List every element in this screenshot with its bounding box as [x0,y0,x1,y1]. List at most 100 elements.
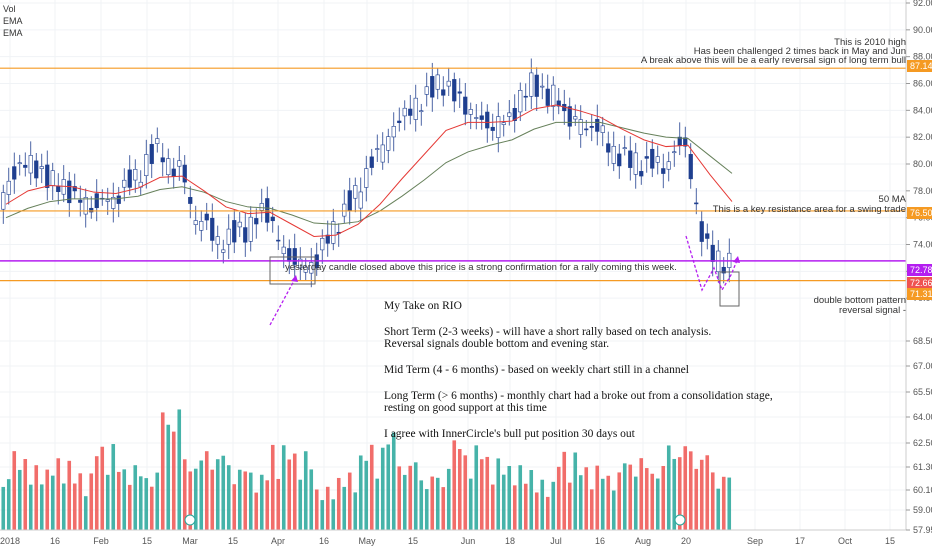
note-ma-2: This is a key resistance area for a swin… [713,204,906,215]
candle-body [430,76,435,98]
candle-body [540,85,545,88]
volume-bar [336,477,341,530]
take-short-2: Reversal signals double bottom and eveni… [384,338,610,350]
volume-bar [413,462,418,530]
note-high-3: A break above this will be a early rever… [641,55,906,66]
analysis-notes: My Take on RIO Short Term (2-3 weeks) - … [384,300,824,452]
volume-bar [166,424,171,530]
candle-body [254,218,259,225]
volume-bar [17,469,22,530]
note-high-1: This is 2010 high [834,37,906,48]
volume-bar [507,466,512,530]
dividend-marker[interactable] [184,514,196,526]
arrow-head-icon [291,275,298,282]
volume-bar [254,492,259,530]
candle-body [116,195,121,204]
candle-body [72,186,77,192]
take-agree: I agree with InnerCircle's bull put posi… [384,428,635,440]
candle-body [413,97,418,120]
candle-body [380,144,385,163]
legend-ema-2: EMA [3,28,23,38]
volume-bar [100,446,105,530]
volume-bar [188,471,193,530]
volume-bars [1,409,732,530]
volume-bar [303,451,308,530]
candle-body [281,246,286,254]
price-tag-label: 72.78 [910,265,932,275]
y-tick-label: 86.00 [913,79,932,89]
dividend-marker[interactable] [674,514,686,526]
volume-bar [644,468,649,530]
candle-body [705,233,710,239]
volume-bar [34,465,39,530]
price-tag [907,207,932,219]
y-tick-label: 88.00 [913,52,932,62]
candle-body [171,168,176,177]
volume-bar [325,486,330,530]
candle-body [292,248,297,265]
candle-body [199,221,204,231]
candle-body [650,148,655,169]
volume-bar [501,474,506,530]
volume-bar [94,456,99,530]
volume-bar [160,412,165,530]
volume-bar [320,500,325,530]
candle-body [12,166,17,180]
volume-bar [716,488,721,530]
candle-body [699,221,704,242]
candle-body [28,155,33,174]
volume-bar [149,486,154,530]
volume-bar [523,483,528,530]
x-tick-label: Apr [271,536,285,546]
candle-body [595,118,600,132]
y-tick-label: 84.00 [913,105,932,115]
volume-bar [479,459,484,530]
candle-body [331,221,336,244]
volume-bar [490,484,495,530]
take-long-1: Long Term (> 6 months) - monthly chart h… [384,390,773,402]
double-bottom-path [685,235,739,292]
arrow-line [269,276,297,326]
volume-bar [633,476,638,530]
volume-bar [435,477,440,530]
x-tick-label: 16 [50,536,60,546]
candle-body [369,156,374,168]
volume-bar [452,440,457,530]
volume-bar [721,476,726,530]
price-tag-label: 71.31 [910,289,932,299]
volume-bar [226,465,231,530]
volume-bar [270,444,275,530]
candle-body [523,95,528,98]
x-tick-label: 17 [795,536,805,546]
volume-bar [545,496,550,530]
candle-body [105,199,110,202]
note-high-2: Has been challenged 2 times back in May … [694,46,906,57]
price-tag-label: 87.14 [910,61,932,71]
candle-body [441,89,446,96]
y-tick-label: 67.00 [913,361,932,371]
volume-bar [529,470,534,530]
volume-bar [419,480,424,530]
y-tick-label: 78.00 [913,186,932,196]
candle-body [347,190,352,212]
legend-vol: Vol [3,4,16,14]
volume-bar [688,451,693,530]
volume-bar [78,473,83,530]
volume-bar [342,486,347,530]
y-tick-label: 80.00 [913,159,932,169]
volume-bar [562,451,567,530]
candle-body [463,96,468,115]
candle-body [446,80,451,87]
volume-bar [265,480,270,530]
candle-body [573,116,578,120]
y-tick-label: 61.30 [913,462,932,472]
candle-body [507,112,512,117]
volume-bar [441,487,446,530]
y-tick-label: 92.00 [913,0,932,8]
candle-body [358,191,363,209]
volume-bar [6,479,11,530]
volume-bar [611,490,616,530]
volume-bar [474,445,479,530]
candle-body [6,180,11,195]
